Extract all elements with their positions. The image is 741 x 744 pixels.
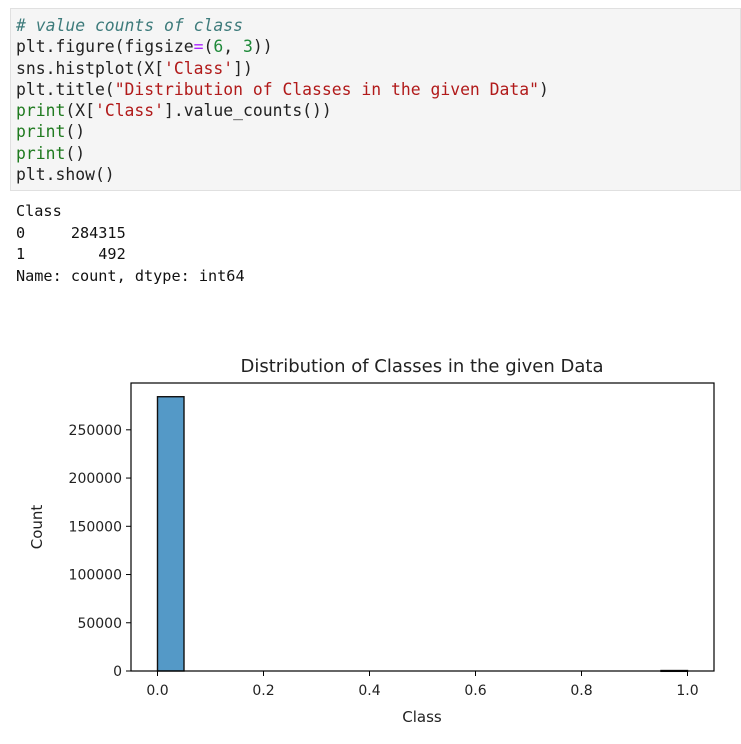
code-line: # value counts of class bbox=[16, 15, 740, 36]
y-tick-label: 250000 bbox=[69, 423, 122, 439]
chart-svg: Distribution of Classes in the given Dat… bbox=[0, 340, 741, 744]
y-tick-label: 0 bbox=[113, 664, 122, 680]
code-token: print bbox=[16, 101, 66, 121]
y-tick-label: 50000 bbox=[77, 616, 122, 632]
code-line: plt.title("Distribution of Classes in th… bbox=[16, 79, 740, 100]
code-line: plt.figure(figsize=(6, 3)) bbox=[16, 36, 740, 57]
code-token: 6 bbox=[213, 37, 224, 57]
code-token: )) bbox=[252, 37, 273, 57]
code-token: ) bbox=[539, 79, 549, 99]
code-token: plt.show() bbox=[16, 165, 115, 185]
code-token: "Distribution of Classes in the given Da… bbox=[114, 79, 540, 99]
code-token: sns.histplot(X[ bbox=[16, 58, 165, 78]
y-tick-label: 150000 bbox=[69, 519, 122, 535]
histogram-chart: Distribution of Classes in the given Dat… bbox=[0, 340, 741, 744]
code-token: 3 bbox=[243, 37, 253, 57]
y-axis-label: Count bbox=[28, 505, 46, 550]
code-cell[interactable]: # value counts of class plt.figure(figsiz… bbox=[10, 8, 741, 191]
code-line: plt.show() bbox=[16, 164, 740, 185]
x-tick-label: 0.8 bbox=[570, 683, 592, 699]
code-token: () bbox=[65, 143, 86, 163]
code-token: ]) bbox=[233, 58, 253, 78]
code-line: sns.histplot(X['Class']) bbox=[16, 58, 740, 79]
output-line: Name: count, dtype: int64 bbox=[16, 267, 245, 286]
x-tick-label: 0.0 bbox=[146, 683, 168, 699]
y-tick-label: 200000 bbox=[69, 471, 122, 487]
code-line: print() bbox=[16, 121, 740, 142]
code-lines: # value counts of class plt.figure(figsiz… bbox=[16, 15, 740, 185]
code-token: plt.title( bbox=[16, 79, 115, 99]
x-tick-label: 0.4 bbox=[358, 683, 380, 699]
histogram-bar bbox=[156, 396, 185, 672]
output-line: 1 492 bbox=[16, 245, 126, 264]
code-token: print bbox=[16, 143, 66, 163]
code-token: print bbox=[16, 122, 66, 142]
x-tick-label: 0.6 bbox=[464, 683, 486, 699]
y-tick-label: 100000 bbox=[69, 568, 122, 584]
code-token: # value counts of class bbox=[16, 16, 243, 35]
code-token: ( bbox=[203, 37, 214, 57]
code-token: = bbox=[193, 37, 204, 57]
code-line: print(X['Class'].value_counts()) bbox=[16, 100, 740, 121]
x-axis-label: Class bbox=[402, 708, 442, 726]
code-token: plt.figure(figsize bbox=[16, 37, 194, 57]
cell-output: Class 0 284315 1 492 Name: count, dtype: in… bbox=[16, 201, 245, 288]
code-token: 'Class' bbox=[164, 58, 234, 78]
output-line: Class bbox=[16, 202, 62, 220]
figure-background bbox=[0, 340, 741, 744]
code-token: , bbox=[223, 37, 243, 57]
axes-frame bbox=[130, 382, 715, 672]
plot-area: 0.0 0.2 0.4 0.6 0.8 1.0 0 50000 100000 150000 2000… bbox=[69, 382, 715, 699]
x-tick-label: 0.2 bbox=[252, 683, 274, 699]
code-token: 'Class' bbox=[94, 101, 165, 121]
code-token: (X[ bbox=[65, 101, 95, 121]
chart-title: Distribution of Classes in the given Dat… bbox=[241, 356, 604, 377]
x-tick-label: 1.0 bbox=[676, 683, 698, 699]
output-line: 0 284315 bbox=[16, 223, 126, 242]
code-token: () bbox=[65, 122, 86, 142]
code-line: print() bbox=[16, 143, 740, 164]
code-token: ].value_counts()) bbox=[164, 101, 332, 121]
